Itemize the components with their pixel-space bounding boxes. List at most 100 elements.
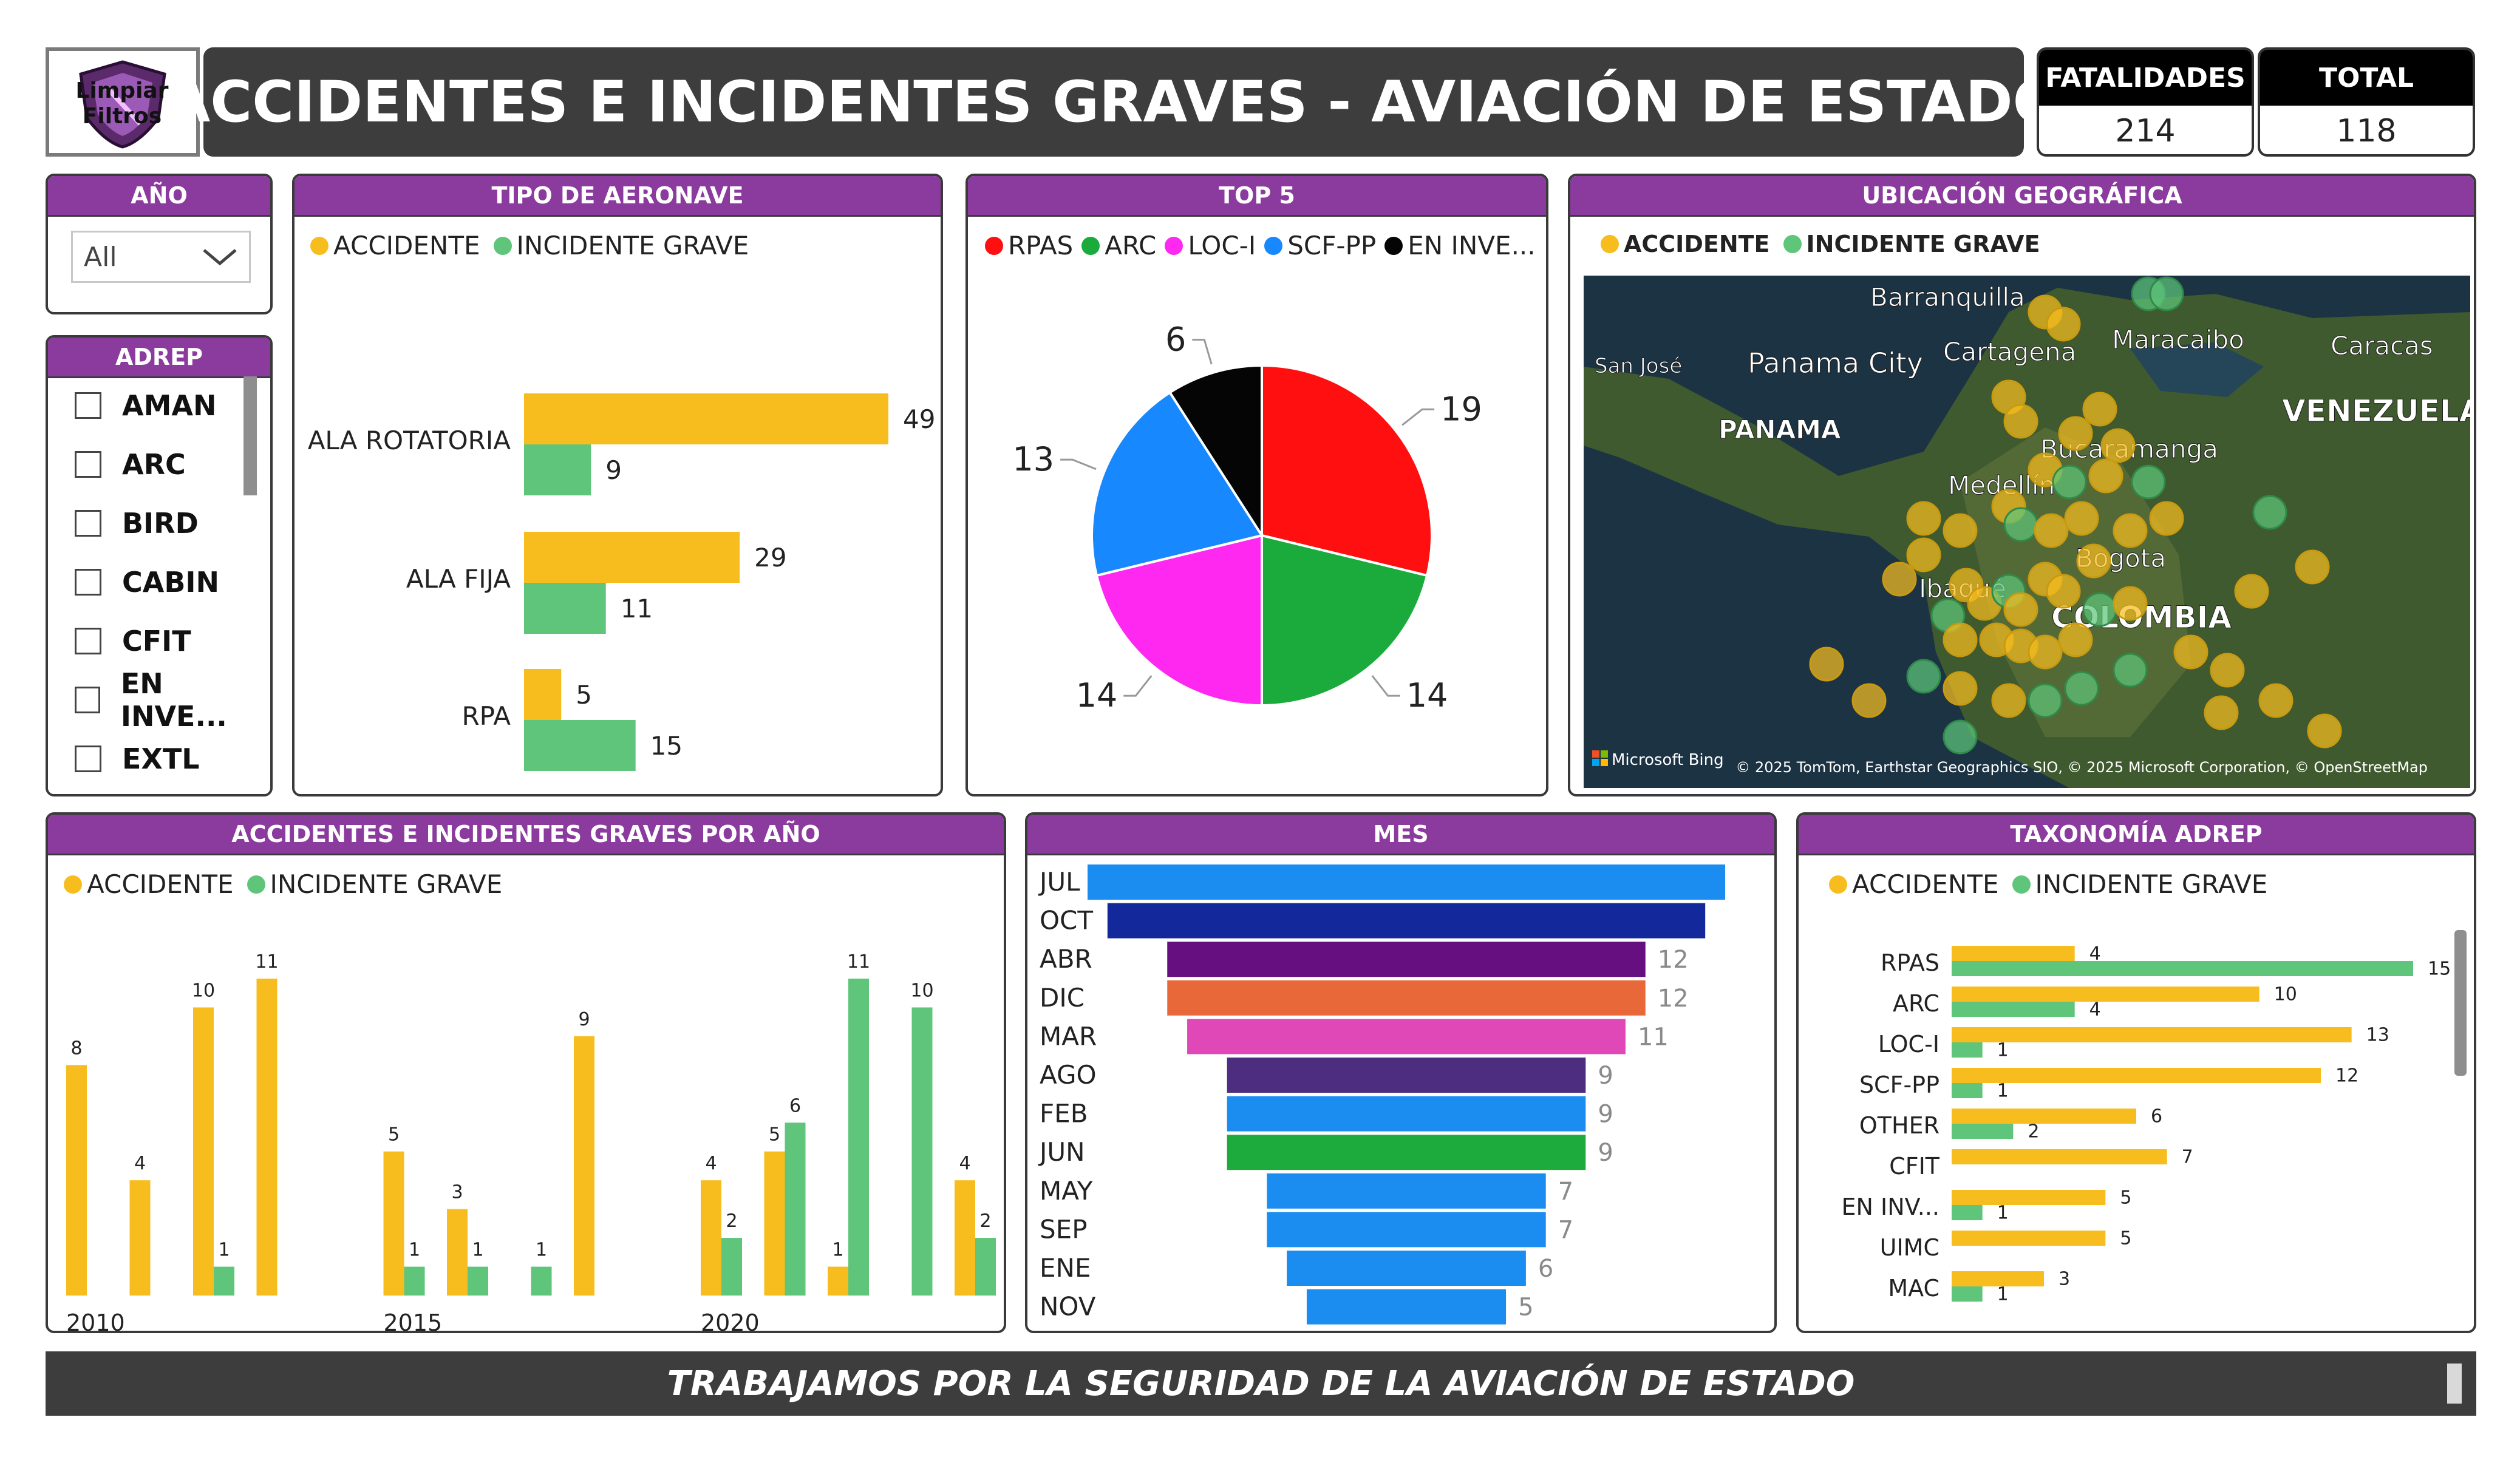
mes-bar[interactable] (1187, 1019, 1626, 1055)
tipo-bar[interactable] (524, 532, 740, 583)
taxo-bar[interactable] (1952, 1271, 2044, 1286)
map-marker[interactable] (1943, 513, 1978, 548)
checkbox[interactable] (75, 569, 101, 596)
taxo-bar[interactable] (1952, 1205, 1983, 1220)
taxo-bar[interactable] (1952, 1083, 1983, 1098)
mes-bar[interactable] (1227, 1058, 1586, 1093)
anio-bar[interactable] (848, 979, 869, 1296)
adrep-option[interactable]: AMAN (75, 387, 216, 424)
map-marker[interactable] (1906, 537, 1941, 572)
mes-bar[interactable] (1267, 1173, 1546, 1209)
mes-bar[interactable] (1167, 942, 1646, 977)
anio-bar[interactable] (955, 1180, 975, 1296)
mes-bar[interactable] (1227, 1135, 1586, 1170)
pie-slice[interactable] (1168, 364, 1263, 540)
map-marker[interactable] (2307, 713, 2342, 749)
mes-bar[interactable] (1167, 980, 1646, 1016)
anio-bar[interactable] (701, 1180, 721, 1296)
anio-bar[interactable] (404, 1266, 425, 1296)
taxo-bar[interactable] (1952, 1068, 2321, 1083)
map-marker[interactable] (1809, 647, 1844, 682)
anio-bar[interactable] (129, 1180, 151, 1296)
map-marker[interactable] (1851, 683, 1887, 718)
map-marker[interactable] (2058, 622, 2093, 657)
map-marker[interactable] (2058, 416, 2093, 451)
mes-bar[interactable] (1287, 1251, 1526, 1286)
taxo-bar[interactable] (1952, 1002, 2075, 1017)
taxo-bar[interactable] (1952, 1124, 2014, 1139)
tipo-bar[interactable] (524, 393, 888, 444)
map-marker[interactable] (2100, 428, 2136, 463)
taxo-bar[interactable] (1952, 1042, 1983, 1058)
taxo-bar[interactable] (1952, 1109, 2136, 1124)
map-marker[interactable] (2046, 574, 2081, 609)
taxo-bar[interactable] (1952, 1286, 1983, 1302)
map-marker[interactable] (1943, 622, 1978, 657)
map-marker[interactable] (2258, 683, 2294, 718)
taxo-bar[interactable] (1952, 1027, 2352, 1042)
map-marker[interactable] (2046, 307, 2081, 342)
taxo-bar[interactable] (1952, 987, 2259, 1002)
map-marker[interactable] (2064, 671, 2099, 706)
checkbox[interactable] (75, 745, 101, 772)
map-marker[interactable] (2082, 392, 2117, 427)
map-marker[interactable] (2295, 549, 2330, 585)
anio-bar[interactable] (721, 1238, 742, 1296)
checkbox[interactable] (75, 392, 101, 419)
tipo-bar[interactable] (524, 669, 562, 720)
map-marker[interactable] (2028, 683, 2063, 718)
anio-bar[interactable] (531, 1266, 552, 1296)
checkbox[interactable] (75, 628, 101, 654)
adrep-option[interactable]: EN INVE... (75, 667, 270, 733)
anio-bar[interactable] (256, 979, 278, 1296)
map-marker[interactable] (2028, 634, 2063, 670)
mes-bar[interactable] (1107, 903, 1706, 939)
map-marker[interactable] (1906, 501, 1941, 536)
mes-bar[interactable] (1267, 1212, 1546, 1248)
clear-filters-logo[interactable]: Limpiar Filtros (46, 47, 200, 157)
checkbox[interactable] (75, 687, 100, 713)
pie-slice[interactable] (1095, 534, 1263, 707)
checkbox[interactable] (75, 510, 101, 537)
tipo-bar[interactable] (524, 720, 636, 771)
anio-bar[interactable] (785, 1122, 806, 1296)
map-marker[interactable] (1943, 671, 1978, 706)
anio-bar[interactable] (193, 1007, 214, 1296)
adrep-option[interactable]: EXTL (75, 741, 200, 777)
adrep-scrollbar[interactable] (243, 376, 257, 495)
map-marker[interactable] (2088, 458, 2123, 494)
map-marker[interactable] (2113, 513, 2148, 548)
map-marker[interactable] (2234, 574, 2269, 609)
adrep-option[interactable]: BIRD (75, 505, 199, 542)
map-marker[interactable] (2113, 653, 2148, 688)
map-marker[interactable] (2034, 513, 2069, 548)
map-marker[interactable] (2064, 501, 2099, 536)
map-marker[interactable] (2003, 592, 2038, 627)
checkbox[interactable] (75, 451, 101, 478)
map-marker[interactable] (1943, 719, 1978, 755)
pie-slice[interactable] (1091, 390, 1264, 577)
taxo-bar[interactable] (1952, 1190, 2106, 1205)
map-marker[interactable] (2173, 634, 2208, 670)
map-marker[interactable] (2149, 501, 2184, 536)
pie-slice[interactable] (1261, 364, 1433, 577)
mes-bar[interactable] (1306, 1289, 1507, 1325)
pie-slice[interactable] (1261, 534, 1429, 707)
footer-scroll-handle[interactable] (2447, 1364, 2462, 1404)
adrep-option[interactable]: CABIN (75, 564, 219, 600)
anio-bar[interactable] (214, 1266, 234, 1296)
anio-bar[interactable] (911, 1007, 933, 1296)
adrep-option[interactable]: ARC (75, 446, 186, 483)
adrep-option[interactable]: CFIT (75, 623, 191, 659)
taxo-bar[interactable] (1952, 946, 2075, 961)
map-marker[interactable] (1882, 562, 1917, 597)
anio-bar[interactable] (764, 1151, 785, 1296)
map-marker[interactable] (2003, 507, 2038, 542)
tipo-bar[interactable] (524, 583, 606, 634)
taxo-bar[interactable] (1952, 1149, 2167, 1164)
map-marker[interactable] (2052, 464, 2087, 500)
map-canvas[interactable]: Barranquilla Cartagena Maracaibo Caracas San… (1584, 276, 2470, 788)
map-marker[interactable] (2131, 464, 2166, 500)
anio-bar[interactable] (574, 1036, 594, 1296)
year-dropdown[interactable]: All (71, 231, 251, 283)
